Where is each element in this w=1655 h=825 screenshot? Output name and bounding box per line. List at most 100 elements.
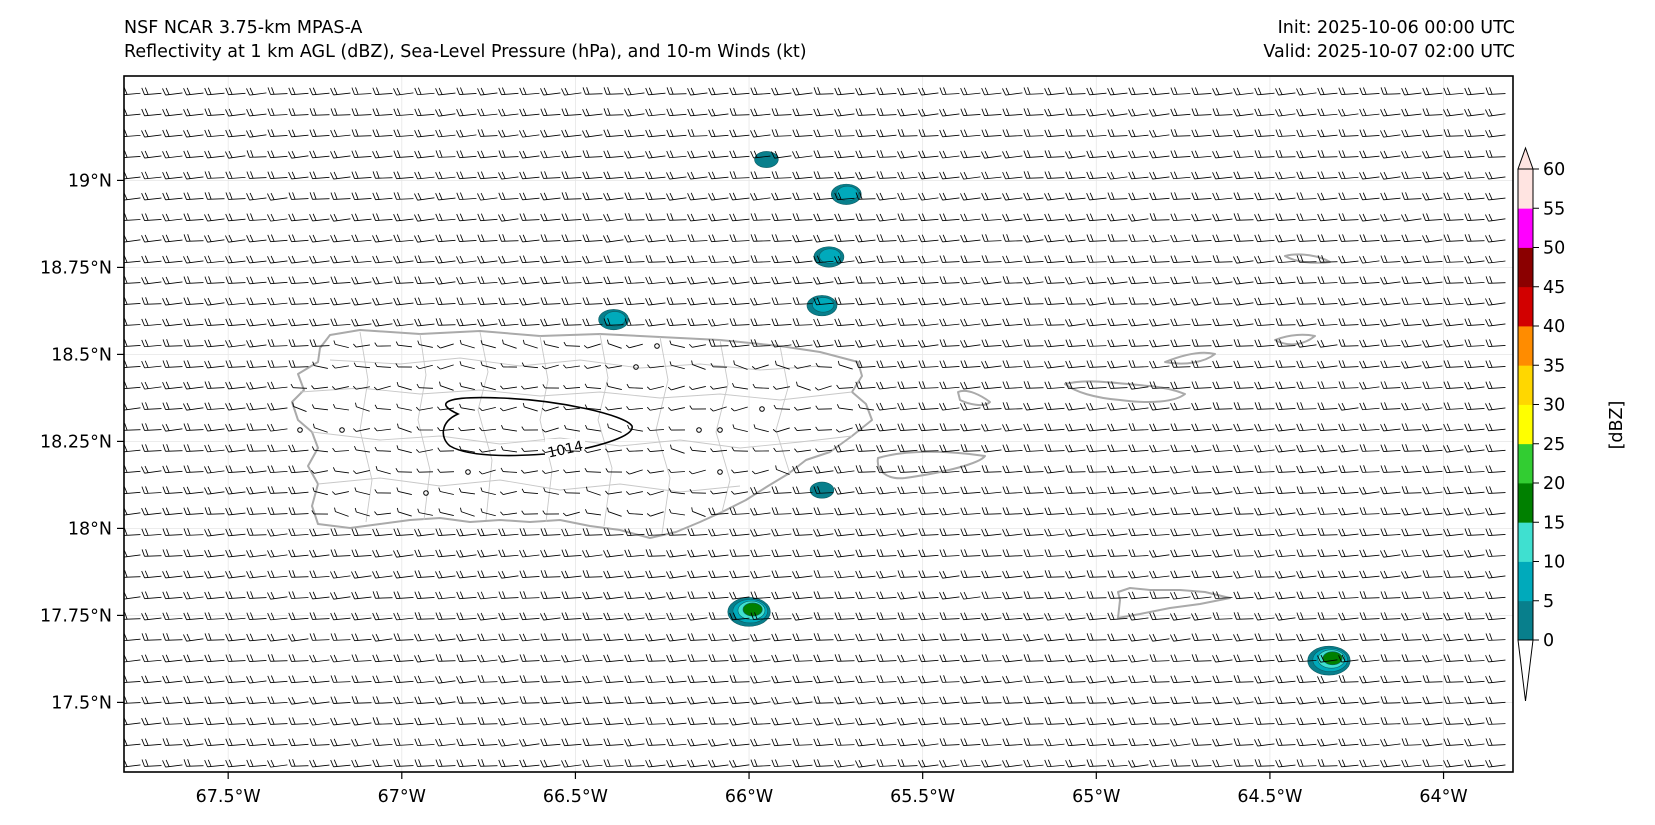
calm-wind-marker <box>654 343 660 349</box>
wind-barb <box>330 528 351 536</box>
wind-barb <box>792 675 813 684</box>
wind-barb <box>141 339 162 348</box>
wind-barb <box>540 192 561 201</box>
wind-barb <box>687 549 708 558</box>
wind-barb <box>1254 549 1275 558</box>
wind-barb <box>1401 465 1422 474</box>
wind-barb <box>372 570 393 579</box>
wind-barb <box>1128 570 1149 579</box>
wind-barb <box>1191 276 1212 284</box>
wind-barb <box>1317 675 1338 684</box>
wind-barb <box>519 633 540 642</box>
wind-barb <box>1002 781 1022 788</box>
wind-barb <box>1381 780 1401 787</box>
wind-barb <box>414 654 435 663</box>
wind-barb <box>645 738 666 746</box>
wind-barb <box>647 469 664 474</box>
wind-barb <box>458 488 475 495</box>
wind-barb <box>351 633 372 642</box>
wind-barb <box>480 361 496 370</box>
wind-barb <box>351 213 372 222</box>
wind-barb <box>437 447 455 452</box>
wind-barb <box>393 213 414 222</box>
wind-barb <box>456 528 477 537</box>
wind-barb <box>522 339 538 349</box>
wind-barb <box>1044 276 1065 284</box>
wind-barb <box>1443 339 1464 348</box>
wind-barb <box>267 507 288 515</box>
wind-barb <box>1443 423 1464 432</box>
wind-barb <box>1464 696 1485 705</box>
wind-barb <box>438 508 454 517</box>
wind-barb <box>225 381 246 390</box>
wind-barb <box>1486 781 1506 788</box>
wind-barb <box>416 383 434 389</box>
wind-barb <box>1401 108 1422 117</box>
wind-barb <box>855 213 876 221</box>
wind-barb <box>813 318 834 327</box>
wind-barb <box>834 486 855 495</box>
wind-barb <box>309 192 330 200</box>
colorbar-segment <box>1518 600 1533 641</box>
wind-barb <box>687 192 708 201</box>
wind-barb <box>1086 213 1107 222</box>
wind-barb <box>456 150 477 159</box>
wind-barb <box>625 343 643 349</box>
wind-barb <box>876 255 897 264</box>
wind-barb <box>876 87 897 96</box>
wind-barb <box>246 129 267 138</box>
wind-barb <box>691 360 706 370</box>
wind-barb <box>289 781 309 788</box>
wind-barb <box>1128 465 1149 474</box>
wind-barb <box>1443 381 1464 389</box>
wind-barb <box>792 171 813 180</box>
colorbar-tick-label: 40 <box>1543 317 1565 337</box>
reflectivity-cell <box>809 481 835 499</box>
wind-barb <box>1443 633 1464 642</box>
wind-barb <box>372 108 393 116</box>
wind-barb <box>668 468 686 473</box>
wind-barb <box>225 633 246 642</box>
wind-barb <box>666 318 687 326</box>
wind-barb <box>141 192 162 201</box>
wind-barb <box>1170 213 1191 222</box>
wind-barb <box>1422 360 1443 369</box>
wind-barb <box>1380 696 1401 704</box>
wind-barb <box>897 675 918 684</box>
wind-barb <box>645 675 666 684</box>
wind-barb <box>626 509 644 515</box>
wind-barb <box>1359 738 1380 747</box>
wind-barb <box>729 759 750 768</box>
wind-barb <box>730 406 748 412</box>
wind-barb <box>225 507 246 516</box>
wind-barb <box>1422 297 1443 306</box>
wind-barb <box>897 171 918 180</box>
wind-barb <box>1086 465 1107 473</box>
wind-barb <box>729 234 750 242</box>
wind-barb <box>771 633 792 642</box>
wind-barb <box>1359 507 1380 515</box>
wind-barb <box>1002 423 1023 432</box>
wind-barb <box>1065 234 1086 243</box>
wind-barb <box>1212 213 1233 222</box>
wind-barb <box>1443 129 1464 137</box>
wind-barb <box>1065 633 1086 642</box>
wind-barb <box>687 675 708 684</box>
wind-barb <box>1065 276 1086 285</box>
wind-barb <box>267 591 288 600</box>
wind-barb <box>687 528 708 536</box>
wind-barb <box>330 570 351 579</box>
wind-barb <box>1380 444 1401 452</box>
wind-barb <box>687 759 708 768</box>
wind-barb <box>1044 423 1065 432</box>
wind-barb <box>141 738 162 747</box>
wind-barb <box>1401 234 1422 243</box>
wind-barb <box>372 528 393 537</box>
wind-barb <box>1233 276 1254 285</box>
wind-barb <box>435 570 456 579</box>
lon-tick-label: 65.5°W <box>890 787 955 807</box>
wind-barb <box>1296 318 1317 327</box>
wind-barb <box>1339 780 1359 787</box>
wind-barb <box>395 468 413 473</box>
wind-barb <box>1359 192 1380 201</box>
